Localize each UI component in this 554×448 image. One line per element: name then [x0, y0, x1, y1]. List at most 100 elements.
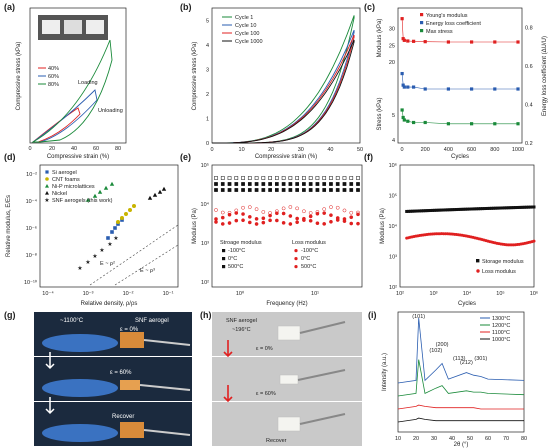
panel-e-ticks: 10² 10³ 10⁴ 10⁵ 10⁰ 10¹: [201, 162, 320, 297]
f-storage-point: [443, 208, 447, 212]
g-strain0: ε = 0%: [120, 327, 139, 333]
f-storage-point: [464, 207, 468, 211]
e-storage-point: [268, 188, 272, 192]
d-xlabel: Relative density, ρ/ρs: [81, 301, 138, 307]
e-xtick: 10⁰: [236, 290, 245, 297]
panel-g: (g) ~1100°C SNF aerogel ε = 0% ε = 60% R…: [4, 310, 192, 446]
f-storage-point: [434, 208, 438, 212]
g-tweezers-2: [139, 384, 191, 391]
f-storage-point: [495, 206, 499, 210]
d-point: [132, 204, 136, 208]
e-loss-point: [241, 205, 245, 210]
panel-i-series: [397, 317, 525, 423]
d-point: [103, 185, 109, 190]
e-storage-point: [254, 188, 259, 192]
panel-e-label: (e): [180, 152, 191, 162]
f-storage-point: [460, 207, 464, 211]
c-xtick: 1000: [512, 147, 524, 153]
panel-i-peaks: (101) (102)(200) (113)(212)(301): [412, 314, 487, 366]
d-ytick: 10⁻¹⁰: [24, 279, 38, 286]
d-legend-label: Ni-P microlattices: [52, 184, 95, 190]
e-storage-point: [227, 176, 232, 180]
e-storage-point: [275, 176, 279, 180]
f-storage-point: [405, 209, 409, 213]
f-legend-label: Storage modulus: [482, 259, 524, 265]
d-point: ★: [107, 241, 112, 248]
f-storage-point: [499, 206, 503, 210]
i-xtick: 10: [395, 436, 401, 442]
b-xtick: 20: [268, 147, 274, 153]
f-storage-point: [497, 206, 501, 210]
e-storage-point: [241, 182, 245, 186]
h-arrow-2: [223, 385, 233, 403]
panel-f-points: [405, 205, 536, 247]
i-peak-label: (101): [412, 314, 425, 320]
f-storage-point: [532, 205, 536, 209]
f-ytick: 10³: [389, 255, 397, 261]
ann-loading: Loading: [78, 80, 98, 86]
panel-b-label: (b): [180, 2, 192, 12]
g-temp: ~1100°C: [60, 318, 84, 324]
e-storage-point: [227, 188, 232, 192]
h-sample-2: [279, 374, 299, 385]
b-ytick: 1: [206, 116, 209, 122]
e-storage-point: [329, 176, 333, 180]
g-flame-1: [42, 334, 118, 352]
b-ytick: 2: [206, 92, 209, 98]
f-legend-label: Loss modulus: [482, 269, 516, 275]
inset-sample-2: [64, 20, 82, 34]
leg-a-60: 60%: [48, 74, 59, 80]
i-ylabel: Intensity (a.u.): [382, 353, 388, 391]
e-storage-point: [349, 176, 354, 180]
c-legend-label: Young's modulus: [426, 13, 468, 19]
e-legend-storage-label: -100°C: [228, 248, 245, 254]
i-xtick: 60: [485, 436, 491, 442]
a-xlabel: Compressive strain (%): [47, 154, 109, 160]
f-xtick: 10³: [430, 291, 438, 297]
f-storage-point: [526, 205, 530, 209]
panel-f-label: (f): [364, 152, 373, 162]
i-series-line: [397, 417, 524, 423]
f-storage-point: [419, 209, 423, 213]
i-series-line: [397, 317, 525, 384]
d-point: [85, 197, 91, 202]
g-strain60: ε = 60%: [110, 370, 132, 376]
panel-e-legend: -100°C -100°C 0°C 0°C 500°C 500°C: [222, 248, 318, 270]
c-ytick-right: 0.2: [525, 141, 533, 147]
panel-i-frame: [397, 311, 525, 433]
b-series-line: [212, 39, 355, 144]
g-arrow-1: [45, 352, 55, 370]
f-storage-point: [477, 207, 481, 211]
e-storage-point: [295, 182, 299, 186]
e-storage-point: [315, 188, 320, 192]
i-peak-label: (200): [436, 342, 449, 348]
e-legend-loss-label: -100°C: [301, 248, 318, 254]
e-storage-point: [308, 182, 313, 186]
d-ytick: 10⁻⁴: [26, 198, 38, 205]
c-xlabel: Cycles: [451, 154, 469, 160]
e-loss-point: [281, 220, 286, 225]
e-loss-point: [241, 212, 245, 216]
d-point: [97, 189, 103, 194]
panel-e: (e) Stroage modulus Loss modulus -100°C -…: [180, 152, 363, 307]
e-loss-point: [295, 206, 299, 211]
e-storage-point: [356, 188, 360, 192]
e-loss-point: [308, 214, 313, 219]
e-loss-point: [295, 216, 299, 221]
e-storage-point: [214, 188, 218, 192]
f-storage-point: [432, 208, 436, 212]
e-storage-point: [234, 188, 239, 192]
f-storage-point: [423, 209, 427, 213]
e-storage-point: [227, 182, 232, 186]
panel-b-frame: [211, 7, 361, 144]
e-loss-point: [234, 218, 239, 223]
e-storage-point: [295, 176, 299, 180]
e-storage-point: [288, 182, 293, 186]
panel-c-legend: Young's modulus Energy loss coefficient Ma…: [420, 13, 481, 35]
e-loss-point: [356, 212, 360, 217]
f-storage-point: [447, 208, 451, 212]
d-legend-label: Nickel: [52, 191, 67, 197]
d-point: [116, 220, 120, 224]
f-storage-point: [519, 205, 523, 209]
